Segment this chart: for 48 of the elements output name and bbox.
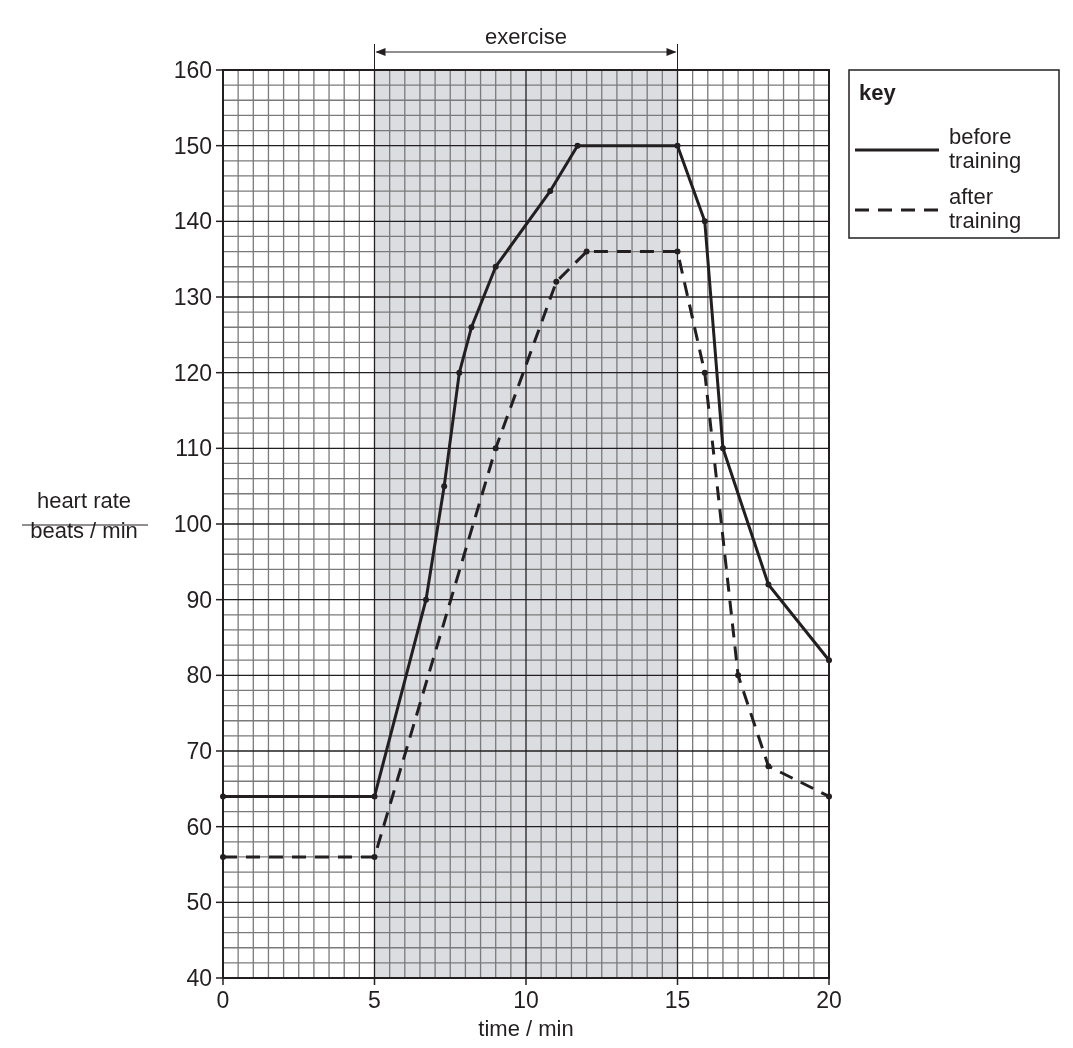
point bbox=[456, 369, 463, 376]
point bbox=[583, 248, 590, 255]
band-label: exercise bbox=[485, 24, 567, 49]
y-tick-label: 100 bbox=[173, 511, 212, 537]
point bbox=[441, 483, 448, 490]
y-tick-label: 120 bbox=[173, 359, 212, 386]
point bbox=[371, 793, 378, 800]
point bbox=[674, 142, 681, 149]
y-tick-label: 50 bbox=[186, 889, 212, 916]
point bbox=[826, 657, 832, 664]
point bbox=[719, 445, 726, 452]
point bbox=[371, 853, 378, 860]
point bbox=[765, 763, 772, 770]
y-tick-label: 80 bbox=[186, 662, 212, 689]
y-tick-label: 40 bbox=[186, 965, 212, 991]
legend-label: after training bbox=[949, 184, 1022, 233]
x-tick-label: 10 bbox=[513, 987, 539, 1013]
x-tick-label: 15 bbox=[664, 987, 691, 1013]
point bbox=[468, 324, 475, 331]
point bbox=[492, 263, 499, 270]
legend-title: key bbox=[859, 80, 897, 105]
x-tick-label: 5 bbox=[368, 987, 381, 1013]
y-tick-label: 70 bbox=[186, 738, 212, 764]
legend-label: before training bbox=[949, 124, 1022, 173]
y-axis-title: heart rate beats / min bbox=[30, 488, 138, 543]
point bbox=[674, 248, 681, 255]
point bbox=[220, 793, 226, 800]
point bbox=[553, 278, 560, 285]
x-axis-title: time / min bbox=[478, 1016, 574, 1041]
point bbox=[701, 218, 708, 225]
y-tick-label: 160 bbox=[173, 57, 212, 83]
y-tick-label: 60 bbox=[186, 813, 212, 840]
x-tick-label: 20 bbox=[816, 987, 842, 1013]
point bbox=[701, 369, 708, 376]
y-tick-label: 140 bbox=[173, 208, 212, 235]
point bbox=[826, 793, 832, 800]
y-tick-label: 110 bbox=[175, 435, 212, 462]
point bbox=[220, 853, 226, 860]
point bbox=[547, 188, 554, 195]
x-tick-label: 0 bbox=[216, 987, 230, 1013]
y-tick-label: 150 bbox=[173, 132, 212, 159]
point bbox=[765, 581, 772, 588]
y-tick-label: 90 bbox=[186, 586, 212, 613]
y-tick-label: 130 bbox=[173, 284, 212, 310]
point bbox=[735, 672, 742, 679]
point bbox=[492, 445, 499, 452]
point bbox=[574, 142, 581, 149]
point bbox=[423, 596, 430, 603]
